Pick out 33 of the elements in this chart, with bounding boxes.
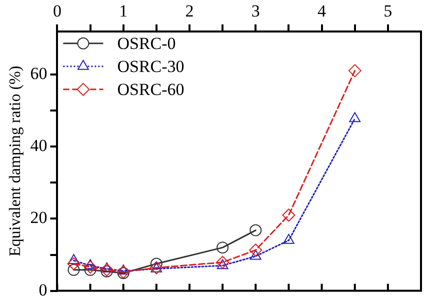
point	[348, 64, 362, 78]
point	[216, 256, 230, 269]
x-tick-label: 4	[318, 2, 327, 21]
x-tick-label: 5	[384, 2, 392, 21]
point	[67, 257, 80, 270]
point	[250, 250, 262, 260]
x-tick-label: 3	[251, 2, 260, 21]
point	[68, 254, 80, 264]
point	[249, 244, 262, 257]
point	[150, 258, 162, 270]
legend-label: OSRC-30	[117, 56, 184, 76]
point	[84, 264, 96, 276]
point	[216, 259, 228, 270]
point	[84, 260, 97, 274]
point	[250, 224, 262, 236]
y-tick-label: 0	[38, 280, 48, 300]
point	[349, 112, 361, 122]
point	[101, 262, 113, 272]
point	[282, 208, 296, 222]
point	[84, 259, 96, 270]
y-tick-label: 20	[30, 208, 48, 228]
point	[68, 264, 80, 276]
x-tick-label: 1	[119, 2, 128, 21]
y-tick-label: 40	[30, 136, 48, 156]
point	[118, 264, 130, 274]
legend-label: OSRC-0	[117, 34, 176, 53]
x-tick-label: 2	[185, 2, 194, 21]
y-axis-title: Equivalent damping ratio (%)	[6, 66, 24, 256]
x-tick-label: 0	[52, 2, 62, 21]
point	[216, 242, 229, 254]
point	[283, 234, 294, 244]
legend-label: OSRC-60	[117, 80, 184, 99]
y-tick-label: 60	[30, 64, 48, 84]
